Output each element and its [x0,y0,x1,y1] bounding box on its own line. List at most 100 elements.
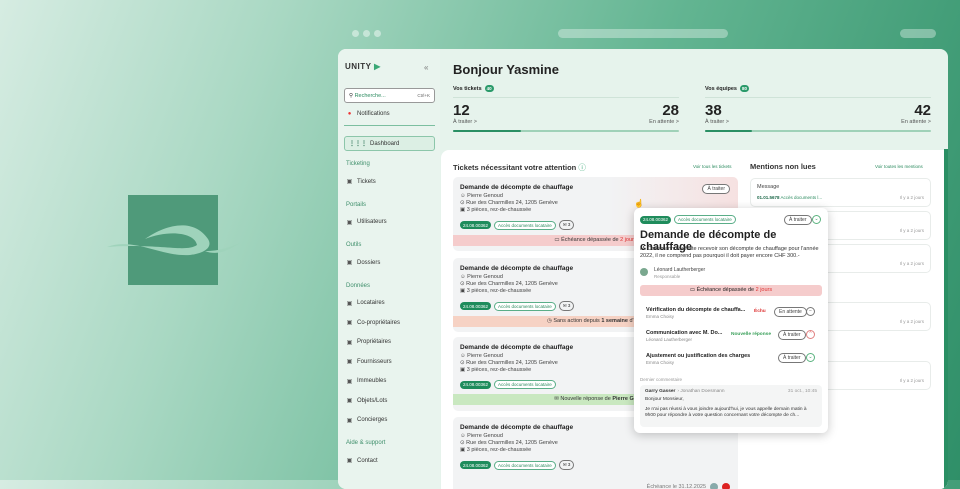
wrench-icon: ▣ [346,417,353,424]
building-icon: ▣ [460,447,467,453]
sidebar-item-immeubles[interactable]: ▣ Immeubles [346,378,387,385]
subtask-row[interactable]: Communication avec M. Do... Léonard Laut… [640,327,822,347]
chevron-down-icon[interactable]: ⌄ [806,353,815,362]
clock-icon: ◷ [547,318,554,324]
subtask-row[interactable]: Vérification du décompte de chauffa... E… [640,304,822,324]
mail-icon: ▣ [346,458,353,464]
search-input[interactable]: ⚲ Recherche... Ctrl+K [344,88,435,103]
sidebar-item-co-propri-taires[interactable]: ▣ Co-propriétaires [346,319,401,327]
sidebar-item-fournisseurs[interactable]: ▣ Fournisseurs [346,358,392,366]
home-icon: ▣ [346,398,353,404]
mail-icon: ✉ [562,462,568,467]
building-icon: ▣ [346,378,353,385]
status-button[interactable]: À traiter [784,215,812,225]
grid-icon: ⋮⋮⋮ [349,141,367,147]
search-shortcut: Ctrl+K [417,93,430,98]
window-dot [352,30,359,37]
user-icon: ☺ [460,274,468,280]
mention-item[interactable]: Message 01.01.5678 Accès documents l... … [750,178,931,207]
subtask-status-button[interactable]: À traiter [778,330,806,340]
collapse-sidebar-button[interactable]: « [424,63,429,72]
user-icon: ☺ [460,353,468,359]
todo-link[interactable]: 12 À traiter > [453,102,477,125]
status-button[interactable]: À traiter [702,184,730,194]
minus-icon[interactable]: − [806,307,815,316]
ticket-id-badge: 24.08.00362 [640,215,672,224]
scrollbar[interactable] [944,149,948,489]
popup-description: M. Doesmann souhaite recevoir son décomp… [640,246,819,259]
ticket-tag: Accès documents locataire [494,220,556,230]
count-badge: 80 [740,85,750,92]
subtask-status-button[interactable]: À traiter [778,353,806,363]
location-icon: ⊙ [460,360,467,366]
sidebar-section-label: Portails [346,201,367,208]
ticket-popup: 24.08.00362 Accès documents locataire À t… [634,208,828,433]
ticket-tag: Accès documents locataire [494,460,556,470]
sidebar-item-tickets[interactable]: ▣ Tickets [346,178,376,186]
ticket-alert-strip: ▭ Échéance dépassée de 2 jours [453,235,738,246]
ticket-title: Demande de décompte de chauffage [460,344,574,351]
stat-block: Vos équipes 80 38 À traiter > 42 En attente… [705,85,931,132]
message-count: ✉ 3 [558,220,575,230]
stat-block: Vos tickets 40 12 À traiter > 28 En attente… [453,85,679,132]
window-control [900,29,936,38]
ticket-icon: ▣ [346,179,353,185]
sidebar-section-label: Outils [346,242,362,248]
ticket-id-badge: 24.08.00362 [460,302,492,310]
progress-bar [453,130,679,132]
mail-icon: ✉ [562,222,568,227]
ticket-tag: Accès documents locataire [494,301,556,311]
sidebar-item-dossiers[interactable]: ▣ Dossiers [346,259,381,267]
user-icon: ▣ [346,300,353,307]
waiting-link[interactable]: 42 En attente > [901,102,931,125]
building-icon: ▣ [460,207,467,213]
owner-role: Responsable [654,274,681,279]
sidebar-item-utilisateurs[interactable]: ▣ Utilisateurs [346,219,387,226]
location-icon: ⊙ [460,440,467,446]
sidebar-item-contact[interactable]: ▣ Contact [346,457,378,465]
store-icon: ▣ [346,359,353,365]
divider [344,125,435,126]
chevron-down-icon[interactable]: ⌄ [812,215,821,224]
last-comment: Garry Gasser › Jonathan Doesmann 31 oct., … [640,385,822,427]
brand-logo [107,195,240,285]
tickets-section-title: Tickets nécessitant votre attention ⓘ [453,163,586,172]
subtask-flag: Échu [754,309,766,314]
page-title: Bonjour Yasmine [453,62,559,77]
subtask-status-button[interactable]: En attente [774,307,807,317]
count-badge: 40 [484,85,494,92]
sidebar-item-propri-taires[interactable]: ▣ Propriétaires [346,339,392,346]
sidebar-item-concierges[interactable]: ▣ Concierges [346,417,388,424]
subtask-row[interactable]: Ajustement ou justification des charges … [640,350,822,370]
notifications-link[interactable]: ● Notifications [347,111,390,117]
ticket-title: Demande de décompte de chauffage [460,265,574,272]
mail-icon: ✉ [562,303,568,308]
sidebar-section-label: Aide & support [346,440,386,446]
popup-title: Demande de décompte de chauffage [640,229,777,253]
comment-label: Dernier commentaire [640,377,683,382]
ticket-title: Demande de décompte de chauffage [460,184,574,191]
user-icon: ☺ [460,433,468,439]
avatar [722,483,730,489]
sidebar-item-locataires[interactable]: ▣ Locataires [346,300,385,307]
todo-link[interactable]: 38 À traiter > [705,102,729,125]
window-dot [374,30,381,37]
calendar-icon: ▭ [554,237,562,243]
ticket-tag: Accès documents locataire [494,380,556,389]
location-icon: ⊙ [460,200,467,206]
view-all-tickets-link[interactable]: Voir tous les tickets [693,164,732,169]
building-icon: ▣ [460,367,467,373]
ticket-id-badge: 24.08.00362 [460,380,492,389]
sidebar-section-label: Ticketing [346,161,370,167]
ticket-tag: Accès documents locataire [674,215,736,224]
ticket-title: Demande de décompte de chauffage [460,424,574,431]
sidebar-item-dashboard[interactable]: ⋮⋮⋮ Dashboard [344,136,435,151]
chevron-up-icon[interactable]: ⌃ [806,330,815,339]
cursor-hand-icon: ☝ [634,199,644,208]
due-date: Échéance le 31.12.2025 [646,484,706,489]
ticket-id-badge: 24.08.00362 [460,221,492,229]
waiting-link[interactable]: 28 En attente > [649,102,679,125]
view-all-mentions-link[interactable]: Voir toutes les mentions [875,164,923,169]
sidebar-section-label: Données [346,282,371,289]
sidebar-item-objets-lots[interactable]: ▣ Objets/Lots [346,397,388,405]
